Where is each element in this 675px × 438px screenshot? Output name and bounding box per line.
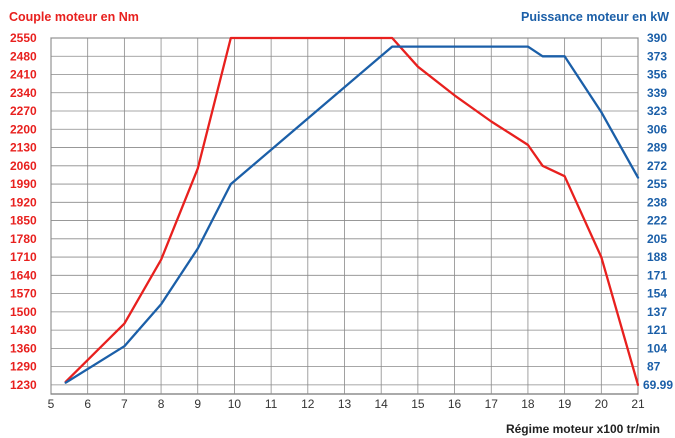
left-axis-title: Couple moteur en Nm — [9, 10, 139, 24]
grid — [50, 37, 639, 395]
right-tick-label: 205 — [647, 232, 667, 246]
x-tick-label: 19 — [558, 397, 572, 411]
right-tick-label: 323 — [647, 104, 667, 118]
x-tick-label: 7 — [121, 397, 128, 411]
right-tick-label: 373 — [647, 49, 667, 63]
x-tick-label: 6 — [84, 397, 91, 411]
x-tick-label: 18 — [521, 397, 535, 411]
x-tick-label: 16 — [448, 397, 462, 411]
torque-series-line — [64, 36, 640, 387]
x-tick-label: 10 — [228, 397, 242, 411]
left-tick-label: 2130 — [10, 141, 37, 155]
left-tick-label: 1500 — [10, 305, 37, 319]
left-tick-label: 1850 — [10, 214, 37, 228]
x-tick-label: 15 — [411, 397, 425, 411]
left-tick-label: 1290 — [10, 360, 37, 374]
left-tick-label: 1230 — [10, 378, 37, 392]
x-tick-label: 20 — [595, 397, 609, 411]
right-tick-label: 272 — [647, 159, 667, 173]
left-tick-label: 2270 — [10, 104, 37, 118]
right-tick-label: 306 — [647, 122, 667, 136]
right-tick-label: 222 — [647, 214, 667, 228]
left-tick-label: 2060 — [10, 159, 37, 173]
right-tick-label: 339 — [647, 86, 667, 100]
series-lines — [64, 36, 640, 387]
x-tick-label: 21 — [631, 397, 645, 411]
right-tick-label: 390 — [647, 31, 667, 45]
left-tick-label: 2480 — [10, 49, 37, 63]
left-tick-label: 1780 — [10, 232, 37, 246]
right-tick-label: 356 — [647, 68, 667, 82]
x-tick-label: 13 — [338, 397, 352, 411]
x-tick-label: 8 — [158, 397, 165, 411]
right-tick-label: 255 — [647, 177, 667, 191]
right-tick-label: 137 — [647, 305, 667, 319]
x-axis-title: Régime moteur x100 tr/min — [506, 422, 660, 436]
right-tick-label: 171 — [647, 268, 667, 282]
left-tick-label: 1360 — [10, 341, 37, 355]
left-tick-label: 2200 — [10, 122, 37, 136]
power-series-line — [64, 45, 640, 384]
right-axis-ticks: 390 373 356 339 323 306 289 272 255 238 222 205 188 1… — [643, 31, 673, 392]
left-tick-label: 2340 — [10, 86, 37, 100]
right-tick-label: 104 — [647, 341, 667, 355]
left-tick-label: 2410 — [10, 68, 37, 82]
right-tick-label: 69.99 — [643, 378, 673, 392]
x-tick-label: 14 — [375, 397, 389, 411]
x-tick-label: 12 — [301, 397, 315, 411]
right-tick-label: 154 — [647, 287, 667, 301]
right-tick-label: 121 — [647, 323, 667, 337]
left-tick-label: 1920 — [10, 195, 37, 209]
left-tick-label: 2550 — [10, 31, 37, 45]
left-tick-label: 1710 — [10, 250, 37, 264]
right-tick-label: 238 — [647, 195, 667, 209]
x-axis-ticks: 5 6 7 8 9 10 11 12 13 14 15 16 17 18 19 20 21 — [48, 397, 645, 411]
x-tick-label: 5 — [48, 397, 55, 411]
right-axis-title: Puissance moteur en kW — [521, 10, 669, 24]
x-tick-label: 17 — [485, 397, 499, 411]
left-axis-ticks: 2550 2480 2410 2340 2270 2200 2130 2060 1990 1920… — [10, 31, 37, 392]
left-tick-label: 1990 — [10, 177, 37, 191]
x-tick-label: 9 — [194, 397, 201, 411]
right-tick-label: 289 — [647, 141, 667, 155]
right-tick-label: 188 — [647, 250, 667, 264]
x-tick-label: 11 — [265, 397, 278, 411]
left-tick-label: 1430 — [10, 323, 37, 337]
left-tick-label: 1570 — [10, 287, 37, 301]
right-tick-label: 87 — [647, 360, 661, 374]
left-tick-label: 1640 — [10, 268, 37, 282]
